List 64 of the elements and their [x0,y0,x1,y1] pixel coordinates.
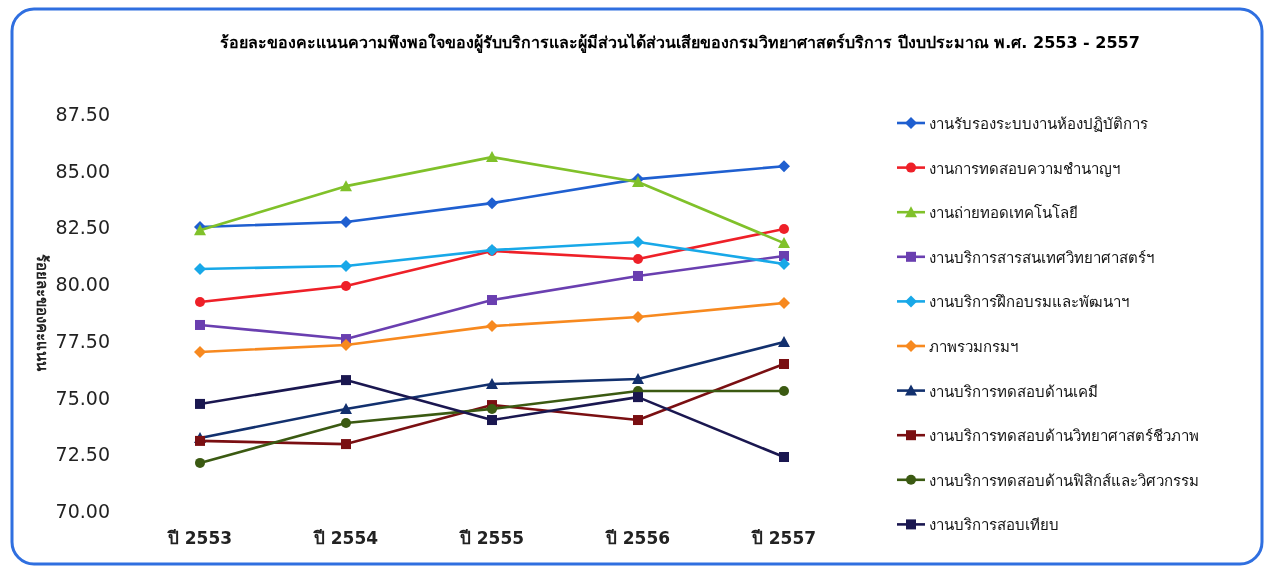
y-tick-label: 85.00 [55,159,110,182]
point [341,417,351,428]
y-tick-label: 72.50 [55,443,110,466]
y-tick-label: 80.00 [55,273,110,296]
point [778,160,790,173]
point [778,257,790,270]
legend-label: งานบริการฝึกอบรมและพัฒนาฯ [929,293,1129,312]
y-tick-label: 82.50 [55,216,110,239]
y-tick-label: 70.00 [55,500,110,522]
point [633,415,643,426]
x-tick-label: ปี 2554 [312,528,379,548]
point [340,215,352,228]
point [778,296,790,309]
point [487,295,497,306]
point [340,180,352,192]
point [341,439,351,450]
legend-label: งานบริการทดสอบด้านวิทยาศาสตร์ชีวภาพ [929,427,1199,446]
point [779,385,789,396]
point [633,270,643,281]
point [486,320,498,333]
y-tick-label: 77.50 [55,329,110,352]
point [778,237,790,249]
legend-label: งานถ่ายทอดเทคโนโลยี [929,204,1078,223]
legend-label: งานการทดสอบความชำนาญฯ [929,159,1120,178]
legend-label: ภาพรวมกรมฯ [929,338,1018,356]
point [779,452,789,463]
chart-title: ร้อยละของคะแนนความพึงพอใจของผู้รับบริการและผู้มีส่วนได้ส่วนเสียของกรมวิทยาศาสตร์บริการ ปีงบประมาณ พ.ศ. 2553 - 2557 [220,33,1140,54]
legend-label: งานรับรองระบบงานห้องปฏิบัติการ [929,115,1148,133]
point [778,335,790,347]
point [633,392,643,403]
x-tick-label: ปี 2557 [750,528,817,548]
point [340,402,352,414]
point [194,345,206,358]
point [632,235,644,248]
x-tick-label: ปี 2555 [458,528,525,548]
legend-label: งานบริการทดสอบด้านฟิสิกส์และวิศวกรรม [929,471,1199,490]
point [195,435,205,446]
point [486,151,498,163]
point [195,398,205,409]
point [194,262,206,275]
point [633,253,643,264]
y-tick-label: 75.00 [55,386,110,409]
point [195,319,205,330]
legend-label: งานบริการสอบเทียบ [929,516,1059,535]
point [195,297,205,308]
y-tick-label: 87.50 [55,103,110,125]
y-axis-title: ร้อยละของคะแนน [33,254,51,372]
x-tick-label: ปี 2556 [604,528,671,548]
point [632,372,644,384]
point [340,338,352,351]
point [194,224,206,236]
point [487,415,497,426]
point [340,259,352,272]
point [486,197,498,210]
legend-label: งานบริการสารสนเทศวิทยาศาสตร์ฯ [929,248,1154,267]
point [486,377,498,389]
legend-label: งานบริการทดสอบด้านเคมี [929,382,1098,401]
point [632,311,644,324]
point [341,375,351,386]
point [779,224,789,235]
point [779,359,789,369]
point [195,457,205,468]
point [341,280,351,291]
x-tick-label: ปี 2553 [166,528,233,548]
